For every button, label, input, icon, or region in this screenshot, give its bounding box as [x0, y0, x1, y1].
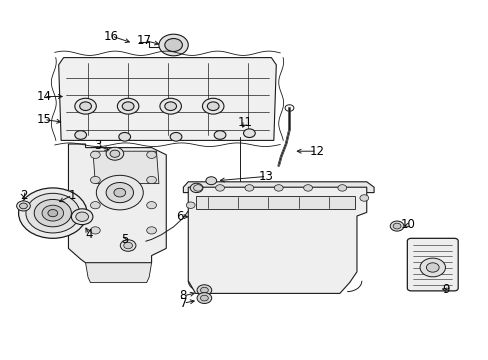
Circle shape — [146, 151, 156, 158]
Text: 17: 17 — [137, 34, 151, 47]
Text: 12: 12 — [309, 145, 324, 158]
Text: 15: 15 — [37, 113, 51, 126]
Circle shape — [359, 195, 368, 201]
Circle shape — [114, 188, 125, 197]
Circle shape — [42, 205, 63, 221]
Circle shape — [164, 102, 176, 111]
Polygon shape — [68, 144, 166, 263]
Circle shape — [243, 129, 255, 138]
Polygon shape — [85, 263, 151, 283]
Circle shape — [90, 151, 100, 158]
Circle shape — [186, 202, 195, 208]
Circle shape — [392, 223, 400, 229]
Circle shape — [106, 183, 133, 203]
Circle shape — [146, 227, 156, 234]
Circle shape — [119, 132, 130, 141]
Circle shape — [426, 263, 438, 272]
Circle shape — [123, 242, 132, 249]
Text: 9: 9 — [441, 283, 449, 296]
Circle shape — [34, 199, 71, 227]
Circle shape — [207, 102, 219, 111]
Text: 13: 13 — [259, 170, 273, 183]
Circle shape — [205, 177, 216, 185]
Circle shape — [159, 34, 188, 56]
Circle shape — [164, 39, 182, 51]
Text: 10: 10 — [400, 219, 415, 231]
Circle shape — [90, 176, 100, 184]
Circle shape — [337, 185, 346, 191]
Circle shape — [71, 209, 93, 225]
Text: 7: 7 — [179, 297, 187, 310]
Circle shape — [170, 132, 182, 141]
Text: 14: 14 — [37, 90, 51, 103]
Circle shape — [76, 212, 88, 221]
Text: 1: 1 — [68, 189, 76, 202]
Circle shape — [200, 287, 208, 293]
Circle shape — [197, 293, 211, 303]
Text: 5: 5 — [121, 233, 128, 246]
Polygon shape — [188, 187, 366, 293]
Circle shape — [75, 131, 86, 139]
FancyBboxPatch shape — [407, 238, 457, 291]
Text: 2: 2 — [20, 189, 27, 202]
Circle shape — [197, 285, 211, 296]
Polygon shape — [195, 196, 354, 209]
Text: 8: 8 — [179, 289, 187, 302]
Circle shape — [110, 150, 120, 157]
Text: 4: 4 — [85, 228, 93, 241]
Circle shape — [96, 175, 143, 210]
Text: 16: 16 — [104, 30, 119, 42]
Circle shape — [106, 147, 123, 160]
Circle shape — [48, 210, 58, 217]
Circle shape — [80, 102, 91, 111]
Circle shape — [122, 102, 134, 111]
Text: 6: 6 — [176, 210, 183, 223]
Polygon shape — [183, 182, 373, 193]
Circle shape — [75, 98, 96, 114]
Circle shape — [20, 203, 27, 209]
Circle shape — [17, 201, 30, 211]
Circle shape — [19, 188, 87, 238]
Polygon shape — [59, 58, 276, 140]
Circle shape — [190, 183, 203, 193]
Circle shape — [90, 202, 100, 209]
Circle shape — [146, 176, 156, 184]
Text: 11: 11 — [238, 116, 252, 129]
Circle shape — [193, 185, 202, 191]
Circle shape — [274, 185, 283, 191]
Text: 3: 3 — [94, 139, 102, 152]
Circle shape — [215, 185, 224, 191]
Circle shape — [200, 295, 208, 301]
Circle shape — [214, 131, 225, 139]
Circle shape — [146, 202, 156, 209]
Circle shape — [419, 258, 445, 277]
Circle shape — [389, 221, 403, 231]
Polygon shape — [93, 151, 159, 184]
Circle shape — [117, 98, 139, 114]
Circle shape — [26, 193, 80, 233]
Circle shape — [244, 185, 253, 191]
Circle shape — [303, 185, 312, 191]
Circle shape — [160, 98, 181, 114]
Circle shape — [120, 240, 136, 251]
Circle shape — [90, 227, 100, 234]
Circle shape — [202, 98, 224, 114]
